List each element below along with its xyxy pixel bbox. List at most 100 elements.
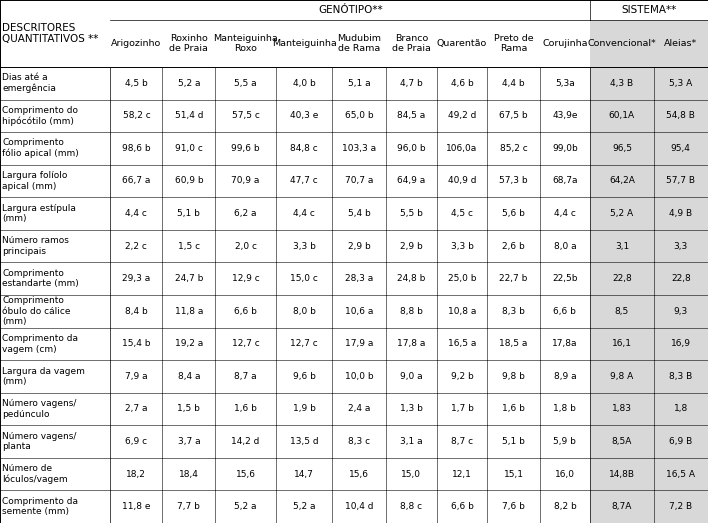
Text: 17,8 a: 17,8 a bbox=[397, 339, 426, 348]
Text: 11,8 a: 11,8 a bbox=[175, 307, 203, 316]
Bar bbox=[539, 491, 590, 523]
Bar bbox=[539, 230, 590, 263]
Bar bbox=[162, 99, 215, 132]
Bar bbox=[590, 0, 708, 20]
Bar bbox=[110, 230, 162, 263]
Text: 8,3 b: 8,3 b bbox=[502, 307, 525, 316]
Text: 5,6 b: 5,6 b bbox=[502, 209, 525, 218]
Bar bbox=[332, 327, 386, 360]
Bar bbox=[386, 327, 437, 360]
Bar bbox=[590, 230, 653, 263]
Bar bbox=[0, 67, 110, 99]
Bar bbox=[653, 327, 708, 360]
Text: 10,8 a: 10,8 a bbox=[448, 307, 476, 316]
Text: 68,7a: 68,7a bbox=[552, 176, 578, 186]
Bar bbox=[590, 99, 653, 132]
Text: 3,7 a: 3,7 a bbox=[178, 437, 200, 446]
Bar bbox=[539, 263, 590, 295]
Text: 16,9: 16,9 bbox=[670, 339, 691, 348]
Text: 16,5 A: 16,5 A bbox=[666, 470, 695, 479]
Text: Arigozinho: Arigozinho bbox=[111, 39, 161, 48]
Bar bbox=[653, 393, 708, 425]
Bar bbox=[590, 263, 653, 295]
Text: Roxinho
de Praia: Roxinho de Praia bbox=[169, 33, 208, 53]
Bar bbox=[275, 230, 332, 263]
Bar bbox=[215, 263, 275, 295]
Text: Preto de
Rama: Preto de Rama bbox=[493, 33, 533, 53]
Bar bbox=[215, 197, 275, 230]
Text: 57,3 b: 57,3 b bbox=[499, 176, 527, 186]
Text: 1,8 b: 1,8 b bbox=[554, 404, 576, 414]
Text: Número vagens/
planta: Número vagens/ planta bbox=[2, 432, 76, 451]
Text: 22,8: 22,8 bbox=[612, 274, 632, 283]
Bar bbox=[437, 360, 487, 393]
Text: 43,9e: 43,9e bbox=[552, 111, 578, 120]
Text: 5,2 a: 5,2 a bbox=[234, 502, 257, 511]
Text: 15,0: 15,0 bbox=[401, 470, 421, 479]
Bar bbox=[110, 263, 162, 295]
Text: 4,4 c: 4,4 c bbox=[554, 209, 576, 218]
Bar bbox=[110, 132, 162, 165]
Bar bbox=[275, 165, 332, 197]
Text: 8,4 b: 8,4 b bbox=[125, 307, 148, 316]
Bar bbox=[162, 165, 215, 197]
Text: 5,3a: 5,3a bbox=[555, 79, 575, 88]
Bar bbox=[487, 360, 539, 393]
Text: 2,0 c: 2,0 c bbox=[234, 242, 256, 251]
Bar bbox=[539, 425, 590, 458]
Text: Comprimento
fólio apical (mm): Comprimento fólio apical (mm) bbox=[2, 139, 79, 158]
Bar bbox=[386, 491, 437, 523]
Text: 19,2 a: 19,2 a bbox=[175, 339, 203, 348]
Text: 18,4: 18,4 bbox=[179, 470, 199, 479]
Bar bbox=[0, 458, 110, 491]
Bar bbox=[653, 491, 708, 523]
Bar bbox=[487, 491, 539, 523]
Bar bbox=[162, 491, 215, 523]
Text: 1,9 b: 1,9 b bbox=[292, 404, 316, 414]
Text: 57,5 c: 57,5 c bbox=[232, 111, 260, 120]
Bar bbox=[590, 67, 653, 99]
Bar bbox=[386, 393, 437, 425]
Bar bbox=[275, 295, 332, 327]
Bar bbox=[437, 165, 487, 197]
Text: 10,4 d: 10,4 d bbox=[345, 502, 373, 511]
Text: 2,4 a: 2,4 a bbox=[348, 404, 370, 414]
Bar bbox=[275, 20, 332, 67]
Text: 6,6 b: 6,6 b bbox=[450, 502, 474, 511]
Bar bbox=[162, 425, 215, 458]
Text: Mudubim
de Rama: Mudubim de Rama bbox=[337, 33, 381, 53]
Bar bbox=[590, 20, 653, 67]
Bar bbox=[275, 327, 332, 360]
Bar bbox=[332, 197, 386, 230]
Text: 8,7 a: 8,7 a bbox=[234, 372, 257, 381]
Text: Comprimento
estandarte (mm): Comprimento estandarte (mm) bbox=[2, 269, 79, 288]
Text: Comprimento
óbulo do cálice
(mm): Comprimento óbulo do cálice (mm) bbox=[2, 297, 71, 326]
Text: 60,1A: 60,1A bbox=[609, 111, 635, 120]
Bar bbox=[437, 295, 487, 327]
Text: 99,0b: 99,0b bbox=[552, 144, 578, 153]
Bar bbox=[653, 99, 708, 132]
Bar bbox=[110, 20, 162, 67]
Text: Comprimento da
vagem (cm): Comprimento da vagem (cm) bbox=[2, 334, 78, 354]
Text: 8,9 a: 8,9 a bbox=[554, 372, 576, 381]
Bar bbox=[437, 99, 487, 132]
Bar bbox=[332, 263, 386, 295]
Text: 9,8 A: 9,8 A bbox=[610, 372, 634, 381]
Bar bbox=[437, 230, 487, 263]
Bar bbox=[215, 165, 275, 197]
Bar bbox=[653, 263, 708, 295]
Bar bbox=[110, 0, 590, 20]
Bar bbox=[110, 491, 162, 523]
Text: 8,3 B: 8,3 B bbox=[669, 372, 692, 381]
Bar bbox=[386, 425, 437, 458]
Text: 1,8: 1,8 bbox=[674, 404, 688, 414]
Text: 65,0 b: 65,0 b bbox=[345, 111, 374, 120]
Bar bbox=[0, 491, 110, 523]
Bar bbox=[653, 20, 708, 67]
Text: 11,8 e: 11,8 e bbox=[122, 502, 151, 511]
Bar bbox=[487, 197, 539, 230]
Text: 5,1 b: 5,1 b bbox=[502, 437, 525, 446]
Text: 12,7 c: 12,7 c bbox=[290, 339, 318, 348]
Text: 8,5A: 8,5A bbox=[612, 437, 632, 446]
Bar bbox=[0, 360, 110, 393]
